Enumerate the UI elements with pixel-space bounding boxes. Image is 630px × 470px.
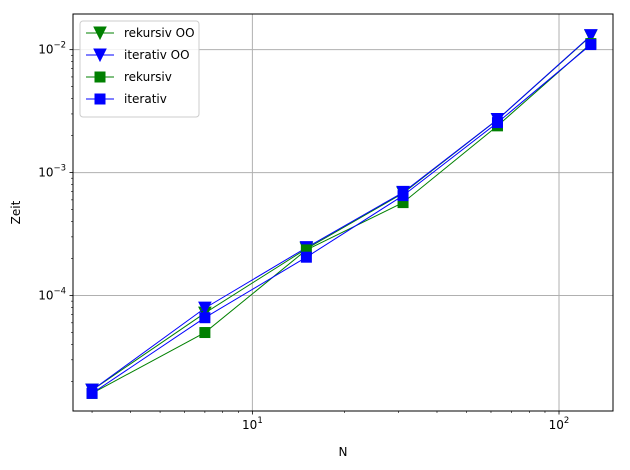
axis-ticks: 101 102 10−4 10−3 10−2	[38, 41, 569, 432]
y-tick-label: 10−4	[38, 287, 66, 303]
legend-label: rekursiv	[124, 70, 172, 84]
legend-marker	[93, 48, 107, 63]
series-iterativ	[86, 39, 597, 399]
data-point	[585, 39, 597, 51]
x-axis-label: N	[339, 445, 348, 459]
series-line	[91, 35, 592, 391]
legend-entry: iterativ OO	[86, 48, 190, 63]
y-tick-label: 10−3	[38, 164, 66, 180]
legend-marker	[93, 26, 107, 41]
data-point	[199, 312, 211, 324]
y-tick-label: 10−2	[38, 41, 66, 57]
legend: rekursiv OO iterativ OO rekursiv iterativ	[79, 20, 200, 118]
data-point	[584, 29, 598, 43]
legend-label: iterativ OO	[124, 48, 190, 62]
plot-frame	[72, 13, 614, 412]
data-series	[85, 29, 598, 399]
legend-frame	[79, 20, 200, 118]
legend-entry: rekursiv	[86, 70, 172, 84]
data-point	[198, 301, 212, 316]
legend-entry: rekursiv OO	[86, 26, 195, 41]
data-point	[491, 117, 503, 129]
data-point	[397, 190, 409, 202]
legend-label: rekursiv OO	[124, 26, 195, 40]
series-line	[91, 44, 592, 394]
data-point	[86, 387, 98, 399]
data-point	[199, 327, 211, 339]
data-point	[300, 251, 312, 263]
x-tick-label: 101	[242, 416, 263, 432]
legend-marker	[94, 93, 106, 105]
y-axis-label: Zeit	[9, 200, 23, 224]
legend-marker	[94, 71, 106, 83]
legend-entry: iterativ	[86, 92, 167, 106]
legend-label: iterativ	[124, 92, 167, 106]
x-tick-label: 102	[549, 416, 570, 432]
